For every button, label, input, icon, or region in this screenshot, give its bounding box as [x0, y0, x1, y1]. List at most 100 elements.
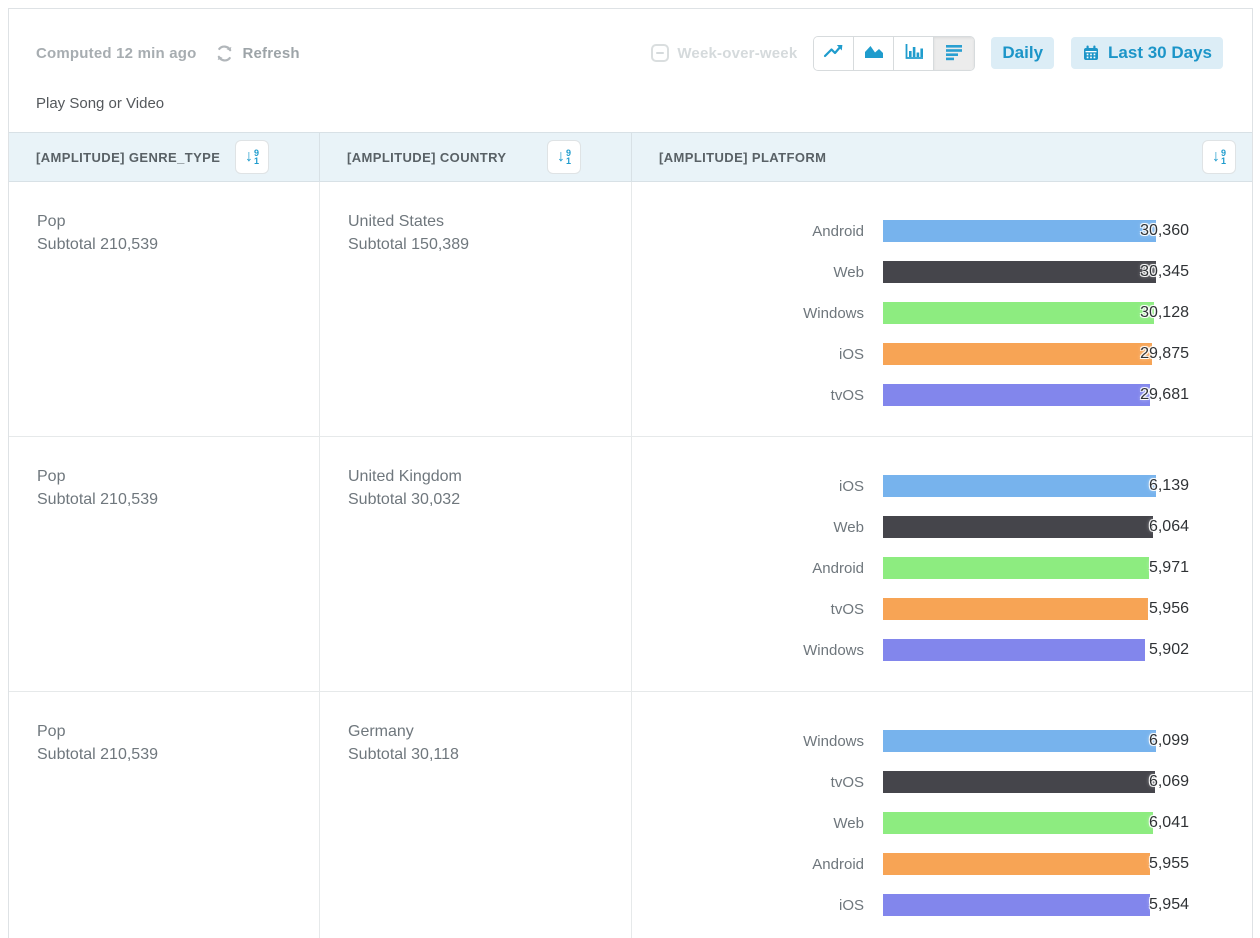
platform-bar-row: tvOS 29,681 [632, 384, 1252, 406]
genre-value: Pop [37, 465, 299, 488]
platform-bar[interactable] [883, 853, 1150, 875]
bar-track: 30,360 [883, 220, 1156, 242]
header-platform: [AMPLITUDE] PLATFORM ↓ 91 [632, 133, 1252, 181]
bar-track: 5,902 [883, 639, 1156, 661]
platform-bar-row: Android 30,360 [632, 220, 1252, 242]
platform-label: Windows [632, 305, 864, 322]
platform-bar[interactable] [883, 384, 1150, 406]
genre-subtotal: Subtotal 210,539 [37, 233, 299, 256]
platform-bar[interactable] [883, 598, 1148, 620]
platform-value: 6,139 [1149, 477, 1189, 495]
area-chart-icon [862, 40, 886, 67]
chart-type-bar-button[interactable] [894, 37, 934, 70]
platform-bar-row: Windows 5,902 [632, 639, 1252, 661]
sort-genre-type-button[interactable]: ↓ 91 [235, 140, 269, 174]
bar-track: 5,956 [883, 598, 1156, 620]
platform-chart-cell: Android 30,360 Web 30,345 Windows 30,128… [632, 182, 1252, 436]
platform-value: 6,099 [1149, 732, 1189, 750]
bar-track: 30,345 [883, 261, 1156, 283]
platform-bar-row: Android 5,955 [632, 853, 1252, 875]
platform-bar[interactable] [883, 343, 1152, 365]
sort-platform-button[interactable]: ↓ 91 [1202, 140, 1236, 174]
platform-label: tvOS [632, 601, 864, 618]
platform-bar-row: Web 30,345 [632, 261, 1252, 283]
platform-label: Web [632, 264, 864, 281]
platform-bar-row: Android 5,971 [632, 557, 1252, 579]
chart-type-line-button[interactable] [814, 37, 854, 70]
table-row: Pop Subtotal 210,539 United States Subto… [9, 182, 1252, 437]
week-over-week-label: Week-over-week [677, 45, 797, 62]
date-range-button[interactable]: Last 30 Days [1071, 37, 1223, 69]
platform-bar-row: Web 6,041 [632, 812, 1252, 834]
bar-track: 6,064 [883, 516, 1156, 538]
country-value: United Kingdom [348, 465, 611, 488]
chart-type-horizontal-bar-button[interactable] [934, 37, 974, 70]
computed-timestamp: Computed 12 min ago [36, 45, 196, 62]
platform-label: iOS [632, 897, 864, 914]
refresh-icon [214, 43, 235, 64]
platform-bar-row: Windows 6,099 [632, 730, 1252, 752]
bar-track: 30,128 [883, 302, 1156, 324]
bar-track: 6,139 [883, 475, 1156, 497]
table-body: Pop Subtotal 210,539 United States Subto… [9, 182, 1252, 938]
platform-bar[interactable] [883, 516, 1153, 538]
platform-value: 6,064 [1149, 518, 1189, 536]
platform-bar[interactable] [883, 639, 1145, 661]
platform-bar[interactable] [883, 730, 1156, 752]
calendar-icon [1082, 44, 1108, 62]
bar-chart-icon [902, 40, 926, 67]
genre-subtotal: Subtotal 210,539 [37, 743, 299, 766]
country-value: United States [348, 210, 611, 233]
platform-bar-row: Web 6,064 [632, 516, 1252, 538]
line-chart-icon [822, 40, 846, 67]
platform-bar[interactable] [883, 302, 1154, 324]
event-name: Play Song or Video [36, 95, 1223, 112]
table-row: Pop Subtotal 210,539 Germany Subtotal 30… [9, 692, 1252, 938]
bar-track: 29,875 [883, 343, 1156, 365]
genre-cell: Pop Subtotal 210,539 [9, 182, 320, 436]
week-over-week-toggle[interactable]: Week-over-week [651, 44, 797, 62]
chart-type-area-button[interactable] [854, 37, 894, 70]
platform-bar[interactable] [883, 557, 1149, 579]
platform-bar[interactable] [883, 894, 1150, 916]
platform-value: 5,971 [1149, 559, 1189, 577]
platform-value: 29,681 [1140, 386, 1189, 404]
refresh-label: Refresh [242, 45, 299, 62]
platform-label: Windows [632, 733, 864, 750]
bar-track: 5,971 [883, 557, 1156, 579]
platform-bar-row: iOS 5,954 [632, 894, 1252, 916]
sort-descending-icon: ↓ 91 [1212, 149, 1226, 165]
interval-daily-button[interactable]: Daily [991, 37, 1054, 69]
country-subtotal: Subtotal 30,032 [348, 488, 611, 511]
platform-label: Web [632, 519, 864, 536]
horizontal-bar-chart-icon [942, 40, 966, 67]
platform-bar[interactable] [883, 771, 1155, 793]
platform-label: iOS [632, 478, 864, 495]
sort-country-button[interactable]: ↓ 91 [547, 140, 581, 174]
refresh-button[interactable]: Refresh [214, 43, 299, 64]
platform-label: Android [632, 856, 864, 873]
header-genre-type: [AMPLITUDE] GENRE_TYPE ↓ 91 [9, 133, 320, 181]
platform-value: 5,956 [1149, 600, 1189, 618]
analysis-card: Computed 12 min ago Refresh [8, 8, 1253, 938]
platform-bar[interactable] [883, 812, 1153, 834]
country-cell: United States Subtotal 150,389 [320, 182, 632, 436]
platform-bar[interactable] [883, 220, 1156, 242]
table-row: Pop Subtotal 210,539 United Kingdom Subt… [9, 437, 1252, 692]
platform-bar[interactable] [883, 475, 1156, 497]
platform-value: 6,041 [1149, 814, 1189, 832]
indeterminate-checkbox-icon[interactable] [651, 44, 669, 62]
header-genre-type-label: [AMPLITUDE] GENRE_TYPE [36, 150, 220, 165]
platform-label: Android [632, 223, 864, 240]
sort-descending-icon: ↓ 91 [245, 149, 259, 165]
bar-track: 29,681 [883, 384, 1156, 406]
platform-label: iOS [632, 346, 864, 363]
dashboard-page: Computed 12 min ago Refresh [0, 0, 1260, 938]
header-country-label: [AMPLITUDE] COUNTRY [347, 150, 507, 165]
platform-bar[interactable] [883, 261, 1156, 283]
toolbar: Computed 12 min ago Refresh [9, 9, 1252, 132]
chart-type-switcher [813, 36, 975, 71]
date-range-label: Last 30 Days [1108, 43, 1212, 63]
platform-label: tvOS [632, 387, 864, 404]
genre-cell: Pop Subtotal 210,539 [9, 692, 320, 938]
